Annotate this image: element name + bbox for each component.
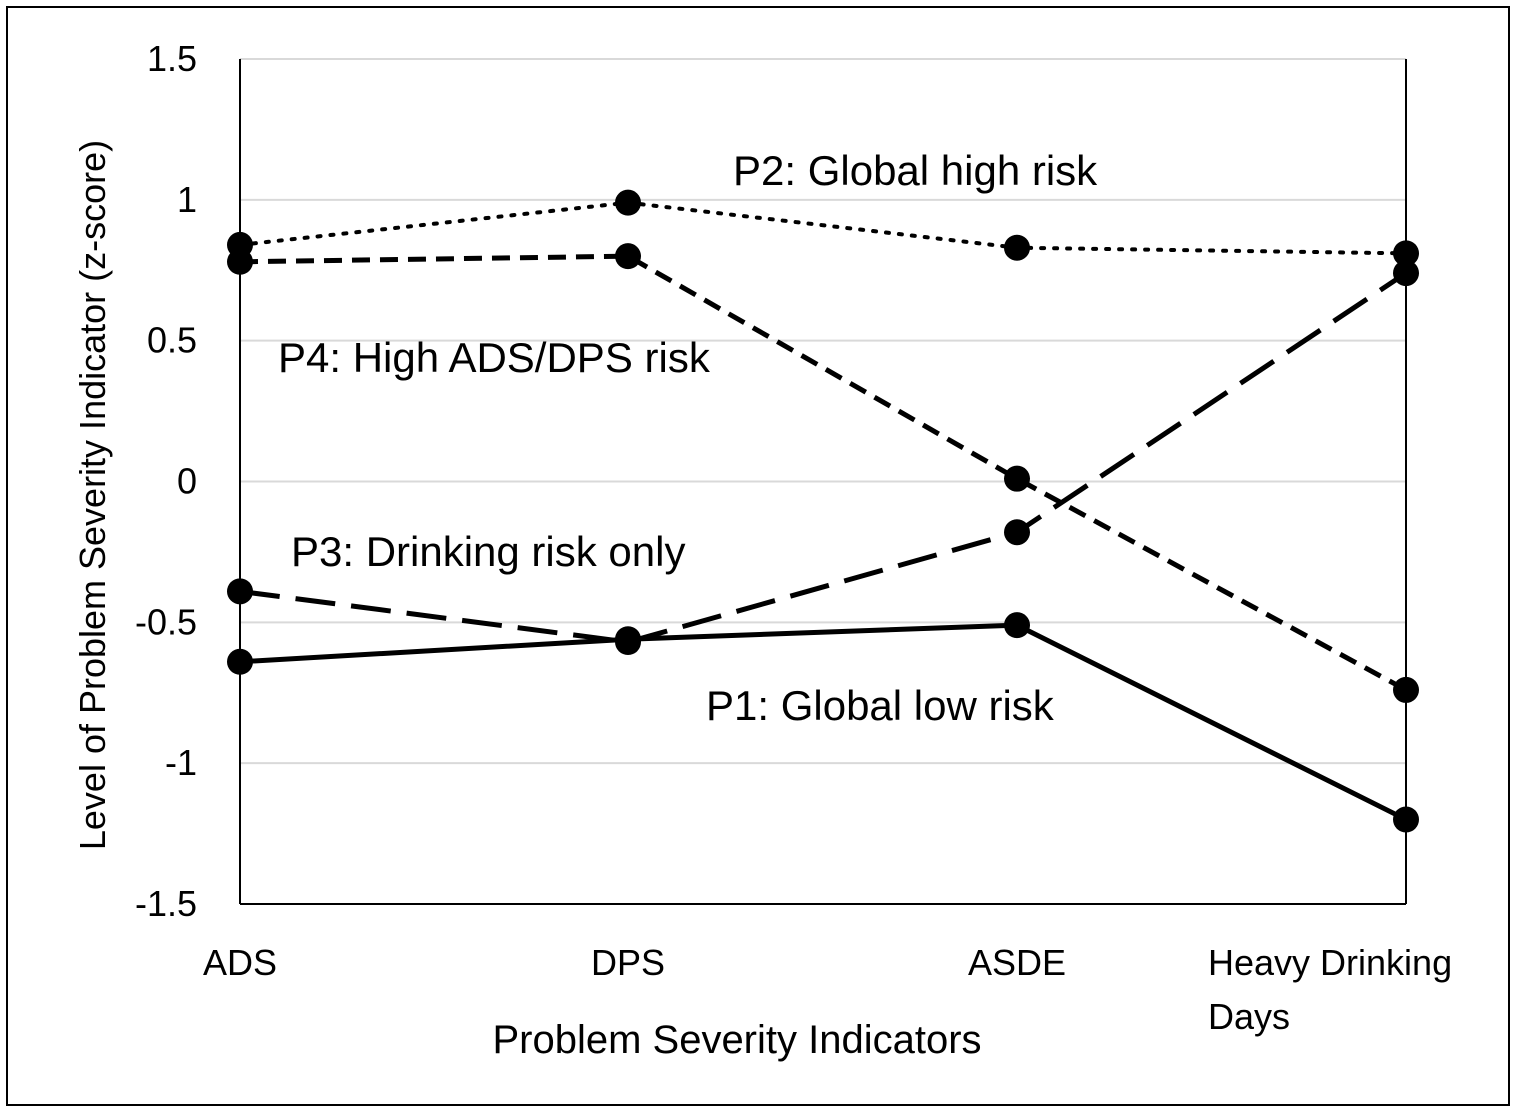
data-point [1004, 234, 1030, 261]
data-point [227, 648, 253, 675]
y-tick-labels: 1.5 1 0.5 0 -0.5 -1 -1.5 [135, 38, 197, 924]
x-tick-label-line: ASDE [968, 942, 1066, 983]
y-tick-label: 1.5 [147, 38, 197, 79]
series-label: P4: High ADS/DPS risk [278, 334, 711, 381]
data-point [227, 248, 253, 275]
x-tick-label-line: ADS [203, 942, 277, 983]
data-point [615, 243, 641, 270]
series-label: P3: Drinking risk only [291, 528, 685, 575]
data-point [1393, 240, 1419, 267]
series-line [239, 270, 1408, 645]
series-label: P1: Global low risk [706, 682, 1055, 729]
x-axis-label: Problem Severity Indicators [492, 1018, 981, 1062]
y-tick-label: -1 [165, 742, 197, 783]
y-tick-label: 0 [177, 461, 197, 502]
series-lines [238, 200, 1408, 822]
chart-frame [6, 6, 1510, 1106]
y-tick-label: 0.5 [147, 320, 197, 361]
data-point [1393, 806, 1419, 833]
x-tick-labels: ADS DPS ASDE Heavy Drinking Days [203, 942, 1452, 1037]
x-tick-label: DPS [591, 942, 665, 983]
series-label: P2: Global high risk [733, 147, 1098, 194]
x-tick-label: ASDE [968, 942, 1066, 983]
data-point [1004, 465, 1030, 492]
series-markers [227, 189, 1419, 833]
y-tick-label: 1 [177, 179, 197, 220]
x-tick-label-line: Days [1208, 996, 1290, 1037]
y-tick-label: -1.5 [135, 883, 197, 924]
x-tick-label: ADS [203, 942, 277, 983]
x-tick-label-line: Heavy Drinking [1208, 942, 1452, 983]
series-line [238, 200, 1408, 256]
series-labels: P1: Global low risk P2: Global high risk P… [278, 147, 1098, 729]
y-axis-label: Level of Problem Severity Indicator (z-s… [72, 140, 113, 850]
series-line [239, 253, 1408, 693]
axes [239, 59, 1407, 905]
x-tick-label: Heavy Drinking Days [1208, 942, 1452, 1037]
x-tick-label-line: DPS [591, 942, 665, 983]
data-point [615, 629, 641, 656]
data-point [1004, 612, 1030, 639]
data-point [227, 578, 253, 605]
y-tick-label: -0.5 [135, 601, 197, 642]
gridlines [240, 58, 1406, 765]
data-point [1393, 676, 1419, 703]
series-line [239, 622, 1408, 822]
data-point [1393, 260, 1419, 287]
data-point [1004, 519, 1030, 546]
data-point [615, 189, 641, 216]
